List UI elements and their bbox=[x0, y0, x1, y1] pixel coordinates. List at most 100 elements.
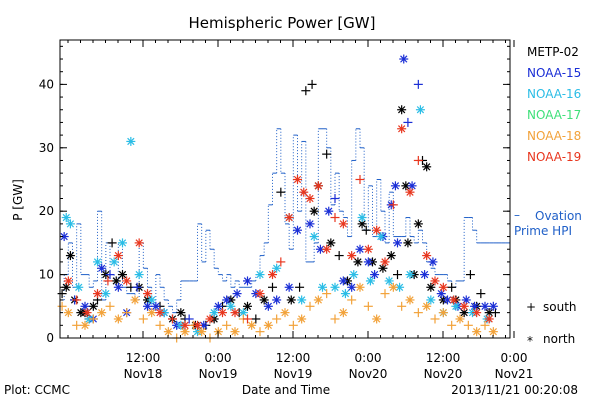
x-axis-label: Date and Time bbox=[242, 383, 330, 397]
point-noaa-15 bbox=[272, 295, 282, 305]
point-noaa-15 bbox=[461, 295, 471, 305]
point-noaa-15 bbox=[355, 244, 365, 254]
point-noaa-19 bbox=[313, 181, 323, 191]
x-tick-label-time: 12:00 bbox=[426, 351, 461, 365]
point-noaa-16 bbox=[74, 282, 84, 292]
point-noaa-18 bbox=[197, 327, 207, 337]
point-noaa-18 bbox=[355, 282, 365, 292]
ovation-legend: – Ovation Prime HPI bbox=[514, 208, 582, 238]
data-points bbox=[57, 54, 500, 343]
point-noaa-19 bbox=[134, 238, 144, 248]
point-noaa-15 bbox=[222, 295, 232, 305]
y-axis: 0 10 20 30 40 bbox=[39, 45, 510, 345]
point-noaa-15 bbox=[330, 194, 340, 204]
point-metp-02 bbox=[286, 295, 296, 305]
point-noaa-19 bbox=[293, 174, 302, 184]
y-tick-label: 10 bbox=[39, 268, 54, 282]
point-noaa-19 bbox=[388, 200, 398, 210]
point-noaa-18 bbox=[130, 295, 140, 305]
point-metp-02 bbox=[426, 282, 436, 292]
point-noaa-18 bbox=[447, 320, 457, 330]
point-noaa-15 bbox=[403, 117, 413, 127]
point-noaa-19 bbox=[284, 213, 294, 223]
point-noaa-18 bbox=[422, 301, 432, 311]
point-metp-02 bbox=[57, 289, 67, 299]
point-noaa-19 bbox=[413, 155, 423, 165]
point-metp-02 bbox=[476, 289, 486, 299]
point-noaa-15 bbox=[413, 79, 423, 89]
point-noaa-19 bbox=[180, 320, 190, 330]
point-noaa-15 bbox=[370, 270, 380, 280]
point-metp-02 bbox=[259, 295, 269, 305]
point-noaa-19 bbox=[363, 244, 373, 254]
point-noaa-19 bbox=[299, 187, 309, 197]
point-noaa-15 bbox=[420, 270, 430, 280]
point-noaa-16 bbox=[134, 270, 144, 280]
point-noaa-19 bbox=[397, 124, 407, 134]
marker-legend-star-symbol: * bbox=[527, 334, 533, 348]
marker-legend: + south * north bbox=[526, 300, 577, 348]
point-noaa-18 bbox=[372, 314, 382, 324]
x-tick-label-date: Nov19 bbox=[199, 367, 238, 381]
point-noaa-16 bbox=[405, 270, 415, 280]
point-noaa-16 bbox=[349, 270, 359, 280]
point-noaa-18 bbox=[330, 314, 340, 324]
point-noaa-15 bbox=[428, 257, 438, 267]
point-metp-02 bbox=[276, 187, 286, 197]
point-noaa-15 bbox=[232, 289, 242, 299]
marker-legend-star-label: north bbox=[543, 332, 575, 346]
point-noaa-18 bbox=[138, 314, 148, 324]
legend-noaa-17: NOAA-17 bbox=[527, 108, 581, 122]
point-noaa-19 bbox=[113, 251, 123, 261]
point-metp-02 bbox=[403, 238, 413, 248]
x-tick-label-time: 12:00 bbox=[276, 351, 311, 365]
point-noaa-15 bbox=[363, 257, 373, 267]
x-tick-label-time: 0:00 bbox=[355, 351, 382, 365]
point-noaa-18 bbox=[97, 308, 107, 318]
point-noaa-18 bbox=[122, 308, 132, 318]
point-noaa-18 bbox=[147, 308, 157, 318]
point-noaa-16 bbox=[65, 219, 75, 229]
point-noaa-18 bbox=[222, 320, 232, 330]
point-metp-02 bbox=[61, 282, 71, 292]
point-noaa-19 bbox=[122, 276, 132, 286]
point-noaa-15 bbox=[243, 276, 252, 286]
point-noaa-15 bbox=[399, 54, 409, 64]
point-noaa-18 bbox=[155, 320, 165, 330]
point-metp-02 bbox=[413, 219, 423, 229]
point-noaa-15 bbox=[393, 238, 402, 248]
point-noaa-16 bbox=[330, 282, 340, 292]
point-noaa-18 bbox=[405, 295, 415, 305]
point-noaa-18 bbox=[163, 327, 173, 337]
x-tick-label-date: Nov20 bbox=[424, 367, 463, 381]
legend-metp-02: METP-02 bbox=[527, 45, 579, 59]
point-noaa-16 bbox=[209, 308, 219, 318]
point-noaa-19 bbox=[322, 244, 332, 254]
point-noaa-19 bbox=[155, 308, 165, 318]
point-noaa-15 bbox=[263, 301, 273, 311]
point-noaa-18 bbox=[288, 320, 298, 330]
point-noaa-18 bbox=[388, 282, 398, 292]
point-noaa-19 bbox=[268, 270, 277, 280]
point-noaa-19 bbox=[449, 295, 459, 305]
point-noaa-16 bbox=[118, 238, 127, 248]
point-metp-02 bbox=[334, 251, 344, 261]
point-metp-02 bbox=[322, 149, 332, 159]
point-noaa-15 bbox=[151, 301, 161, 311]
point-noaa-15 bbox=[284, 282, 294, 292]
point-noaa-18 bbox=[247, 320, 257, 330]
plot-frame bbox=[59, 39, 511, 339]
point-noaa-18 bbox=[363, 301, 373, 311]
marker-legend-plus-symbol: + bbox=[526, 300, 536, 314]
point-noaa-18 bbox=[88, 314, 98, 324]
x-tick-label-date: Nov18 bbox=[124, 367, 163, 381]
point-noaa-18 bbox=[230, 327, 240, 337]
point-noaa-18 bbox=[305, 301, 315, 311]
point-noaa-15 bbox=[80, 301, 90, 311]
point-metp-02 bbox=[309, 206, 319, 216]
point-noaa-15 bbox=[347, 282, 357, 292]
point-noaa-16 bbox=[309, 232, 319, 242]
point-metp-02 bbox=[107, 238, 117, 248]
point-metp-02 bbox=[118, 270, 127, 280]
